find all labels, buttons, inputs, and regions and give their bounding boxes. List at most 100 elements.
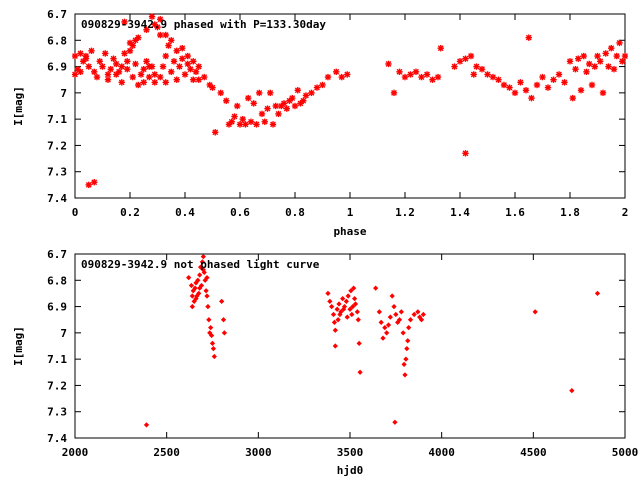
data-point <box>495 76 502 83</box>
data-point <box>337 311 343 318</box>
data-point <box>189 303 195 310</box>
data-point <box>608 44 615 52</box>
data-point <box>206 317 212 323</box>
x-tick-label: 0.2 <box>120 206 140 219</box>
data-point <box>382 324 388 331</box>
data-point <box>72 71 79 78</box>
data-point <box>157 16 164 23</box>
x-tick-label: 1.8 <box>560 206 580 219</box>
data-point <box>344 314 350 320</box>
data-point <box>209 84 216 91</box>
data-point <box>197 272 203 278</box>
data-point <box>434 73 442 81</box>
data-point <box>200 254 206 260</box>
y-tick-label: 7.1 <box>47 113 67 126</box>
data-point <box>401 361 407 368</box>
data-point <box>332 343 338 349</box>
data-point <box>396 317 403 323</box>
data-point <box>173 47 180 54</box>
data-point <box>228 118 235 125</box>
y-axis-label: I[mag] <box>12 326 25 366</box>
data-point <box>348 288 354 294</box>
data-point <box>264 105 271 112</box>
data-point <box>484 71 491 78</box>
data-point <box>212 129 219 136</box>
data-point <box>250 100 257 107</box>
data-point <box>104 76 112 83</box>
data-point <box>186 275 192 281</box>
data-point <box>385 322 392 328</box>
chart-title: 090829-3942.9 not phased light curve <box>81 258 320 271</box>
data-point <box>192 285 198 291</box>
data-point <box>88 47 95 54</box>
data-point <box>184 52 191 60</box>
data-point <box>385 60 392 68</box>
data-point <box>325 290 331 297</box>
data-point <box>157 31 164 39</box>
data-point <box>184 60 191 68</box>
data-point <box>378 319 384 325</box>
data-point <box>151 79 158 86</box>
data-point <box>602 50 609 57</box>
data-point <box>143 58 150 65</box>
data-point <box>201 73 208 81</box>
data-point <box>429 76 436 83</box>
data-point <box>247 118 255 125</box>
data-point <box>190 58 197 65</box>
data-point <box>352 301 359 307</box>
data-point <box>332 327 338 333</box>
data-point <box>256 89 263 97</box>
data-point <box>384 330 390 336</box>
data-point <box>283 105 290 112</box>
data-point <box>173 76 180 83</box>
data-point <box>203 288 209 294</box>
data-point <box>72 52 79 60</box>
data-point <box>569 94 576 102</box>
data-point <box>107 66 114 73</box>
data-point <box>470 71 477 78</box>
data-point <box>522 87 530 94</box>
data-point <box>402 372 408 378</box>
data-point <box>357 369 363 375</box>
data-point <box>124 58 131 65</box>
data-point <box>376 309 382 315</box>
data-point <box>404 346 410 352</box>
data-point <box>550 76 557 83</box>
data-point <box>196 290 202 297</box>
data-point <box>506 84 513 91</box>
x-tick-label: 1.2 <box>395 206 415 219</box>
data-point <box>258 110 266 118</box>
data-point <box>575 55 582 62</box>
data-point <box>143 26 150 33</box>
data-point <box>220 317 227 323</box>
data-point <box>302 92 310 99</box>
data-point <box>415 309 421 315</box>
data-point <box>126 39 134 47</box>
data-point <box>533 81 541 89</box>
data-point <box>319 81 326 89</box>
data-point <box>619 58 626 65</box>
y-tick-label: 7.3 <box>47 406 67 419</box>
data-point <box>349 311 355 318</box>
data-point <box>135 81 142 89</box>
data-point <box>118 79 125 86</box>
data-point <box>245 94 252 102</box>
data-point <box>335 317 341 323</box>
data-point <box>200 267 206 273</box>
data-point <box>148 13 156 20</box>
data-point <box>217 89 224 97</box>
data-point <box>187 66 194 73</box>
x-axis-label: phase <box>333 225 366 238</box>
data-point <box>403 356 409 362</box>
data-point <box>393 311 399 318</box>
data-point <box>210 346 217 352</box>
data-point <box>96 58 103 65</box>
data-point <box>577 87 585 94</box>
data-point <box>208 332 215 339</box>
data-point <box>143 422 150 428</box>
data-point <box>209 340 216 346</box>
data-point <box>336 301 342 307</box>
data-point <box>99 63 106 70</box>
data-point <box>411 311 417 318</box>
data-point <box>324 73 332 81</box>
